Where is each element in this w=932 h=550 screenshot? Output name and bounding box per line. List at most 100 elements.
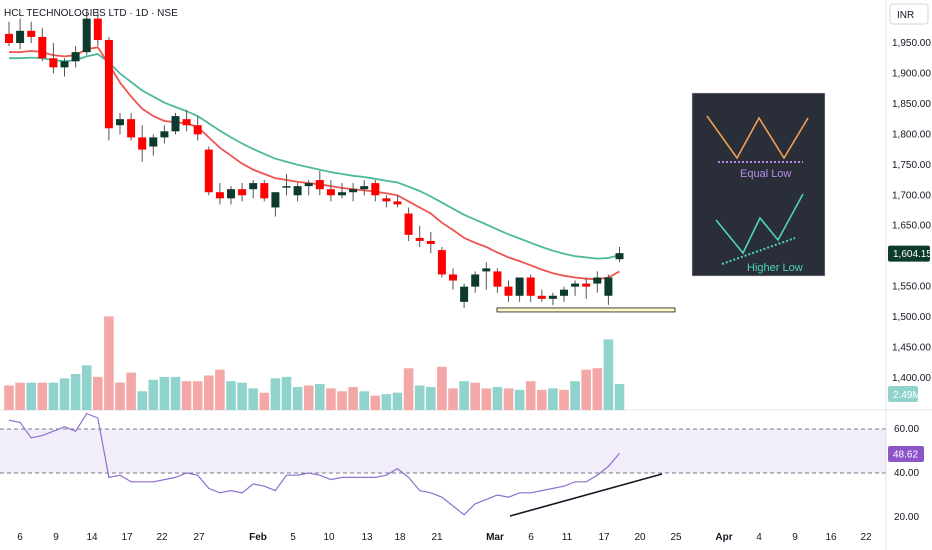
volume-bar — [259, 392, 270, 410]
candle-body — [16, 30, 25, 43]
volume-bar — [370, 395, 381, 410]
volume-tag: 2.49M — [888, 386, 921, 402]
candle — [127, 113, 136, 141]
candle-body — [460, 286, 469, 302]
candle — [71, 46, 80, 68]
candle — [604, 274, 613, 305]
candle — [415, 225, 424, 248]
volume-label: 2.49M — [893, 390, 921, 401]
volume-bar — [348, 386, 358, 410]
candle-body — [204, 149, 213, 193]
candle — [193, 116, 202, 141]
candle-body — [238, 189, 247, 196]
volume-bar — [592, 368, 603, 410]
candle-body — [160, 131, 169, 138]
rsi-tag: 48.62 — [888, 446, 924, 463]
candle-body — [548, 295, 557, 299]
rsi-axis[interactable]: 60.00 40.00 20.00 — [894, 424, 919, 523]
volume-bar — [59, 378, 70, 410]
volume-bar — [525, 381, 536, 410]
candle — [304, 180, 313, 196]
candle — [382, 195, 391, 208]
volume-bar — [126, 372, 136, 410]
candle — [482, 262, 491, 290]
time-tick-label: 27 — [193, 532, 205, 543]
candle-body — [315, 180, 324, 190]
candle-body — [227, 189, 235, 199]
volume-bar — [537, 389, 547, 410]
volume-bar — [614, 384, 625, 410]
candle-body — [182, 119, 191, 126]
price-tick-label: 1,950.00 — [892, 38, 931, 49]
time-tick-label: 20 — [634, 532, 646, 543]
candle-body — [49, 58, 58, 68]
candle-body — [537, 295, 546, 299]
volume-bar — [170, 376, 181, 410]
time-tick-label: 17 — [121, 532, 133, 543]
volume-bar — [237, 382, 247, 410]
candle-body — [116, 119, 124, 126]
time-tick-label: 9 — [792, 532, 798, 543]
volume-bar — [248, 388, 258, 410]
candle-body — [71, 52, 80, 62]
pattern-inset: Equal Low Higher Low — [691, 92, 826, 277]
volume-bar — [292, 386, 303, 410]
price-tick-label: 1,700.00 — [892, 190, 931, 201]
candle-body — [493, 271, 502, 287]
higher-low-label: Higher Low — [747, 262, 803, 274]
price-axis[interactable]: 1,950.00 1,900.00 1,850.00 1,800.00 1,750.00… — [892, 38, 931, 384]
candle — [282, 173, 291, 196]
candle — [515, 277, 524, 302]
volume-bar — [270, 378, 281, 410]
candle — [537, 289, 546, 302]
candle-body — [393, 201, 402, 205]
candle — [560, 286, 568, 302]
candle-body — [371, 183, 380, 196]
rsi-value-label: 48.62 — [893, 450, 918, 461]
candle — [582, 277, 591, 299]
volume-bar — [192, 381, 203, 410]
candle-body — [471, 274, 480, 287]
candle — [548, 292, 557, 305]
time-axis[interactable]: 6 9 14 17 22 27 Feb 5 10 13 18 21 Mar 6 11 17 20 25 Apr 4 9 1… — [17, 532, 872, 543]
candle — [615, 247, 624, 263]
candle-body — [271, 192, 280, 208]
volume-layer — [4, 316, 625, 410]
volume-bar — [48, 382, 59, 410]
candle-body — [127, 119, 136, 138]
candle-body — [5, 33, 13, 43]
candle-body — [338, 192, 346, 196]
higher-low-line — [721, 237, 796, 265]
candle-body — [449, 274, 457, 281]
candle-body — [215, 192, 224, 199]
volume-bar — [26, 382, 36, 410]
candle-body — [326, 189, 335, 196]
volume-bar — [281, 376, 292, 410]
rsi-line — [8, 412, 620, 516]
candle-body — [93, 18, 102, 40]
candle-body — [382, 198, 391, 202]
candle — [326, 180, 335, 202]
volume-bar — [337, 391, 347, 410]
candle-body — [249, 183, 258, 190]
candle — [449, 268, 457, 290]
volume-bar — [548, 388, 558, 410]
candle — [82, 9, 91, 56]
candle — [249, 180, 258, 199]
candle — [149, 134, 158, 156]
candle-body — [526, 277, 535, 296]
candle-body — [304, 183, 313, 187]
rsi-band — [0, 429, 886, 473]
candle — [404, 207, 413, 241]
time-tick-label: Mar — [486, 532, 504, 543]
candle-body — [615, 253, 624, 260]
candle — [116, 113, 124, 135]
candle-body — [293, 186, 302, 196]
candle — [493, 268, 502, 293]
candle — [49, 43, 58, 74]
candle — [504, 280, 513, 302]
candle-body — [282, 186, 291, 188]
time-tick-label: 4 — [756, 532, 762, 543]
currency-button[interactable]: INR — [889, 3, 929, 25]
